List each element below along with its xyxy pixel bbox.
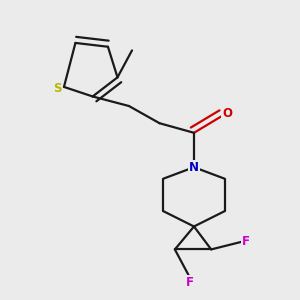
Text: F: F (242, 235, 250, 248)
Text: S: S (53, 82, 61, 95)
Text: N: N (189, 161, 199, 174)
Text: N: N (189, 161, 199, 174)
Text: F: F (186, 276, 194, 289)
Text: O: O (222, 107, 232, 120)
